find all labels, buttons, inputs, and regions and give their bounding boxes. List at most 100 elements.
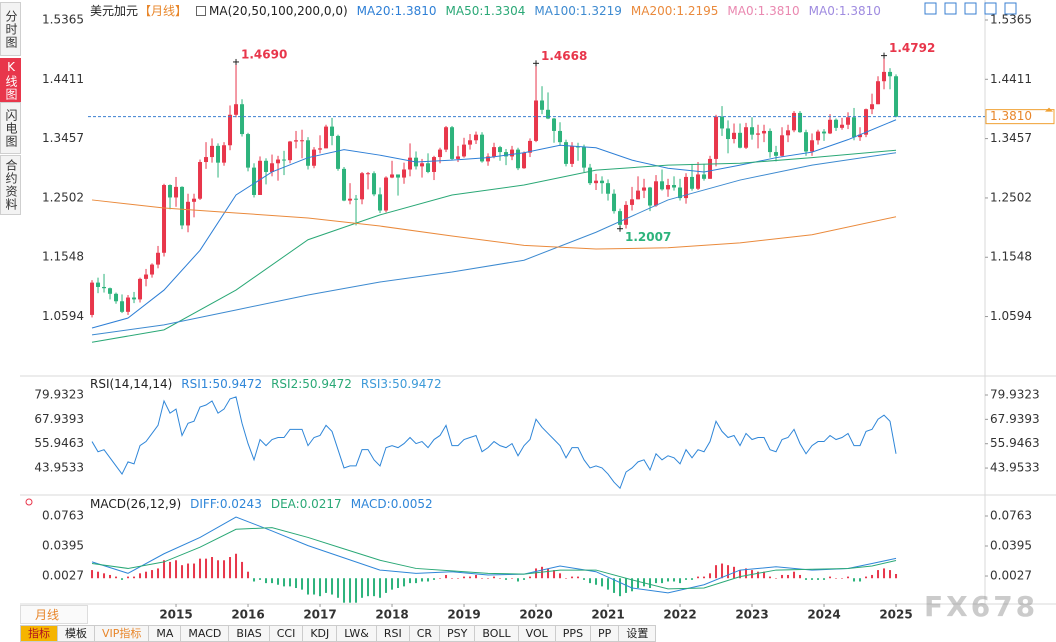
macd-bar bbox=[577, 576, 580, 579]
y-tick-label: 1.4411 bbox=[42, 72, 84, 86]
toolbar-tab[interactable]: 设置 bbox=[619, 625, 657, 642]
toolbar-tab[interactable]: PPS bbox=[555, 625, 592, 642]
macd-bar bbox=[121, 578, 124, 580]
candle-body bbox=[90, 282, 95, 315]
candle-body bbox=[186, 201, 191, 226]
candle-body bbox=[162, 185, 167, 253]
toolbar-tab[interactable]: RSI bbox=[376, 625, 410, 642]
macd-bar bbox=[313, 578, 316, 595]
candle-body bbox=[234, 104, 239, 115]
y-tick-label: 0.0763 bbox=[990, 508, 1032, 522]
toolbar-tab[interactable]: 指标 bbox=[20, 625, 58, 642]
macd-bar bbox=[337, 578, 340, 598]
legend-icon bbox=[196, 5, 207, 16]
candle-body bbox=[204, 157, 209, 163]
candle-body bbox=[306, 140, 311, 166]
legend-title: MACD(26,12,9) bbox=[90, 497, 182, 511]
candle-body bbox=[696, 174, 701, 189]
macd-bar bbox=[175, 560, 178, 579]
icon-split[interactable] bbox=[984, 2, 997, 15]
macd-bar bbox=[133, 576, 136, 579]
candle-body bbox=[390, 174, 395, 178]
candle-body bbox=[474, 134, 479, 141]
icon-fullscreen[interactable] bbox=[1004, 2, 1017, 15]
icon-expand[interactable] bbox=[924, 2, 937, 15]
candle-body bbox=[690, 176, 695, 189]
macd-bar bbox=[739, 570, 742, 579]
macd-bar bbox=[763, 571, 766, 579]
macd-bar bbox=[835, 578, 838, 579]
legend: MACD(26,12,9) DIFF:0.0243 DEA:0.0217 MACD:0… bbox=[90, 497, 433, 511]
last-price-arrow bbox=[1045, 107, 1053, 112]
toolbar-tab[interactable]: CCI bbox=[269, 625, 304, 642]
candle-body bbox=[870, 104, 875, 110]
toolbar-tab[interactable]: VOL bbox=[518, 625, 556, 642]
macd-bar bbox=[181, 565, 184, 579]
macd-bar bbox=[355, 578, 358, 603]
macd-bar bbox=[157, 568, 160, 579]
icon-layout[interactable] bbox=[964, 2, 977, 15]
candle-body bbox=[378, 194, 383, 211]
period-button[interactable]: 月线 bbox=[20, 605, 88, 624]
macd-bar bbox=[367, 578, 370, 597]
annotation-label: 1.4690 bbox=[241, 47, 287, 61]
candle-body bbox=[744, 127, 749, 148]
candle-body bbox=[684, 176, 689, 199]
settings-icon[interactable] bbox=[25, 498, 33, 506]
candle-body bbox=[270, 163, 275, 172]
candle-body bbox=[534, 100, 539, 141]
candle-body bbox=[264, 160, 269, 172]
toolbar-tab[interactable]: 模板 bbox=[58, 625, 95, 642]
macd-bar bbox=[295, 578, 298, 589]
toolbar-icons[interactable] bbox=[924, 2, 1017, 15]
macd-bar bbox=[217, 560, 220, 579]
candle-body bbox=[330, 126, 335, 136]
candle-body bbox=[618, 211, 623, 225]
icon-grid[interactable] bbox=[944, 2, 957, 15]
candle-body bbox=[156, 252, 161, 265]
macd-bar bbox=[169, 561, 172, 579]
toolbar-tab[interactable]: CR bbox=[409, 625, 441, 642]
toolbar-tab[interactable]: LW& bbox=[337, 625, 377, 642]
macd-bar bbox=[379, 578, 382, 598]
candle-body bbox=[546, 109, 551, 119]
macd-bar bbox=[829, 576, 832, 579]
candle-body bbox=[786, 130, 791, 136]
y-tick-label: 43.9533 bbox=[34, 461, 84, 475]
macd-bar bbox=[667, 578, 670, 582]
macd-bar bbox=[193, 563, 196, 579]
candle-body bbox=[822, 131, 827, 134]
sidebar-tab[interactable]: K线图 bbox=[0, 58, 21, 102]
sidebar-tab[interactable]: 闪电图 bbox=[0, 102, 21, 154]
macd-bar bbox=[823, 578, 826, 580]
candle-body bbox=[582, 147, 587, 168]
toolbar-tab[interactable]: PSY bbox=[440, 625, 476, 642]
sidebar-tab[interactable]: 分时图 bbox=[0, 2, 21, 56]
toolbar-tab[interactable]: MA bbox=[149, 625, 182, 642]
sidebar-tab[interactable]: 合约资料 bbox=[0, 155, 21, 215]
toolbar-tab[interactable]: PP bbox=[591, 625, 620, 642]
macd-bar bbox=[487, 578, 490, 579]
macd-bar bbox=[703, 576, 706, 579]
toolbar-tab[interactable]: BOLL bbox=[475, 625, 519, 642]
y-tick-label: 0.0027 bbox=[42, 569, 84, 583]
macd-bar bbox=[283, 578, 286, 587]
macd-bar bbox=[103, 573, 106, 579]
toolbar-tab[interactable]: KDJ bbox=[303, 625, 338, 642]
macd-bar bbox=[841, 578, 844, 579]
candle-body bbox=[792, 112, 797, 131]
macd-bar bbox=[235, 553, 238, 579]
series-line bbox=[91, 516, 897, 594]
macd-bar bbox=[373, 578, 376, 597]
candle-body bbox=[780, 135, 785, 156]
macd-bar bbox=[469, 576, 472, 579]
macd-bar bbox=[415, 578, 418, 584]
toolbar-tab[interactable]: VIP指标 bbox=[95, 625, 150, 642]
macd-bar bbox=[325, 578, 328, 593]
candle-body bbox=[528, 140, 533, 153]
toolbar-tab[interactable]: MACD bbox=[181, 625, 230, 642]
macd-bar bbox=[637, 578, 640, 589]
y-tick-label: 1.5365 bbox=[42, 13, 84, 27]
macd-bar bbox=[397, 578, 400, 589]
toolbar-tab[interactable]: BIAS bbox=[229, 625, 270, 642]
